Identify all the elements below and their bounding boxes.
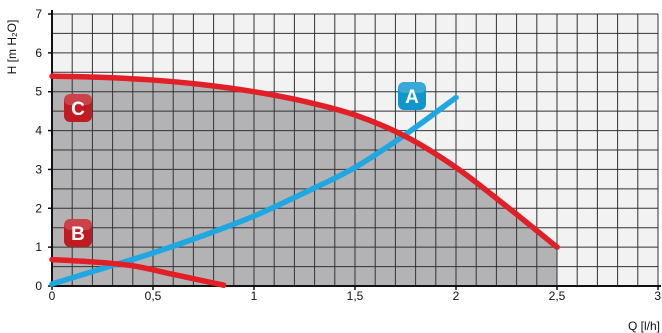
x-tick-label: 3 [654,289,661,303]
x-tick-label: 1,5 [347,289,364,303]
series-label: A [405,87,419,108]
series-badge-c: C [64,94,92,122]
y-tick-label: 6 [35,46,42,60]
y-axis-label: H [m H₂O] [5,20,19,75]
y-tick-label: 0 [35,279,42,293]
x-tick-label: 1 [251,289,258,303]
x-tick-label: 0 [49,289,56,303]
x-axis-label: Q [l/h] [628,319,660,333]
operating-area [52,76,557,287]
x-tick-label: 2,5 [549,289,566,303]
series-line-b [49,256,227,288]
series-line-c [49,73,560,250]
series-layer: A B C [49,73,560,288]
x-tick-label: 0,5 [145,289,162,303]
y-tick-label: 1 [35,240,42,254]
y-tick-label: 2 [35,201,42,215]
series-badge-a: A [398,82,426,110]
series-label: B [71,224,85,245]
y-tick-label: 7 [35,7,42,21]
y-tick-label: 4 [35,124,42,138]
series-label: C [71,99,85,120]
x-tick-label: 2 [453,289,460,303]
plot-layer: 0 1 2 3 4 5 6 7 0 0,5 1 1,5 2 2,5 3 [35,7,661,303]
series-badge-b: B [64,219,92,247]
y-tick-label: 3 [35,162,42,176]
y-tick-label: 5 [35,85,42,99]
